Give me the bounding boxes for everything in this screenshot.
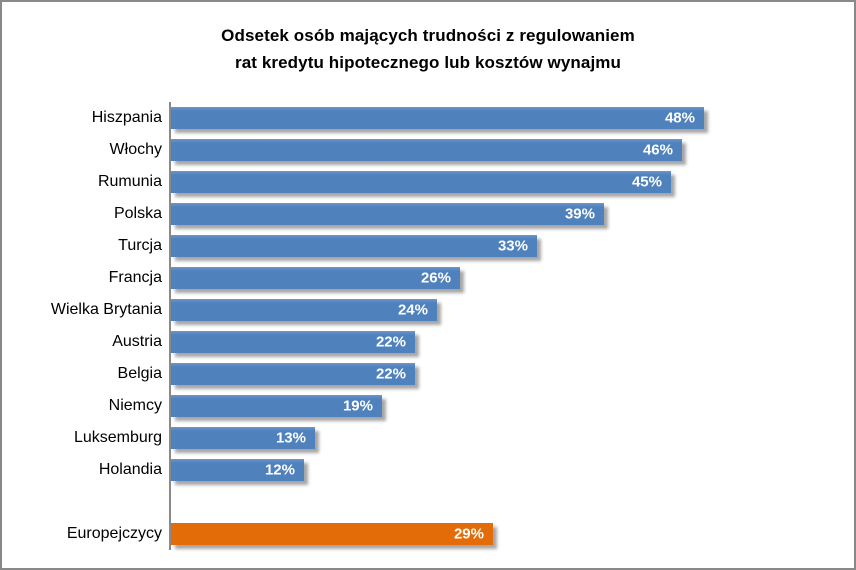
- bar-row: Austria 22%: [2, 326, 854, 358]
- bar: 48%: [171, 107, 704, 129]
- bar: 45%: [171, 171, 671, 193]
- bar-track: 12%: [171, 459, 854, 481]
- bar-track: 24%: [171, 299, 854, 321]
- bar-row: Luksemburg 13%: [2, 422, 854, 454]
- bar: 19%: [171, 395, 382, 417]
- bar-track: 33%: [171, 235, 854, 257]
- bar: 22%: [171, 331, 415, 353]
- bar-row: Holandia 12%: [2, 454, 854, 486]
- category-label: Europejczycy: [66, 525, 162, 542]
- bar-row: Wielka Brytania 24%: [2, 294, 854, 326]
- bar-value-label: 19%: [342, 397, 373, 415]
- chart-title-line-1: Odsetek osób mających trudności z regulo…: [221, 26, 635, 45]
- category-label: Turcja: [118, 237, 162, 254]
- category-label: Austria: [112, 333, 162, 350]
- bar-value-label: 22%: [375, 333, 406, 351]
- spacer-row: [2, 486, 854, 518]
- bar-track: 45%: [171, 171, 854, 193]
- bar: 13%: [171, 427, 315, 449]
- bar-value-label: 29%: [453, 525, 484, 543]
- chart-title-line-2: rat kredytu hipotecznego lub kosztów wyn…: [234, 53, 621, 72]
- bar-row: Włochy 46%: [2, 134, 854, 166]
- bar-row: Turcja 33%: [2, 230, 854, 262]
- bar-track: 39%: [171, 203, 854, 225]
- bar-row: Belgia 22%: [2, 358, 854, 390]
- bar: 22%: [171, 363, 415, 385]
- bar-row: Francja 26%: [2, 262, 854, 294]
- bar-value-label: 13%: [275, 429, 306, 447]
- category-label: Włochy: [109, 141, 162, 158]
- bar-track: 19%: [171, 395, 854, 417]
- bar: 39%: [171, 203, 604, 225]
- category-label: Wielka Brytania: [50, 301, 162, 318]
- bar-row: Hiszpania 48%: [2, 102, 854, 134]
- chart-title: Odsetek osób mających trudności z regulo…: [2, 22, 854, 76]
- category-label: Polska: [113, 205, 162, 222]
- bar-row: Rumunia 45%: [2, 166, 854, 198]
- category-label: Niemcy: [108, 397, 162, 414]
- bar-track: 22%: [171, 363, 854, 385]
- bar: 24%: [171, 299, 437, 321]
- bar-track: 46%: [171, 139, 854, 161]
- category-label: Belgia: [117, 365, 162, 382]
- bar-track: 13%: [171, 427, 854, 449]
- bar: 33%: [171, 235, 537, 257]
- category-label: Holandia: [98, 461, 162, 478]
- bar-value-label: 46%: [642, 141, 673, 159]
- bar-track: 26%: [171, 267, 854, 289]
- bar-value-label: 33%: [497, 237, 528, 255]
- bar-track: 29%: [171, 523, 854, 545]
- bar-track: 48%: [171, 107, 854, 129]
- bar-value-label: 22%: [375, 365, 406, 383]
- bar-value-label: 12%: [264, 461, 295, 479]
- bar-row: Polska 39%: [2, 198, 854, 230]
- bar: 29%: [171, 523, 493, 545]
- bar: 46%: [171, 139, 682, 161]
- bar-value-label: 48%: [664, 109, 695, 127]
- bar-value-label: 45%: [631, 173, 662, 191]
- category-label: Francja: [108, 269, 162, 286]
- bar-rows: Hiszpania 48% Włochy 46% Rumunia 45% Pol…: [2, 102, 854, 550]
- category-label: Luksemburg: [73, 429, 162, 446]
- bar-track: 22%: [171, 331, 854, 353]
- category-axis-line: [169, 102, 171, 550]
- bar-value-label: 39%: [564, 205, 595, 223]
- bar-row: Europejczycy 29%: [2, 518, 854, 550]
- category-label: Hiszpania: [91, 109, 162, 126]
- bar-value-label: 26%: [420, 269, 451, 287]
- bar: 26%: [171, 267, 460, 289]
- bar-row: Niemcy 19%: [2, 390, 854, 422]
- bar-value-label: 24%: [397, 301, 428, 319]
- plot-area: Hiszpania 48% Włochy 46% Rumunia 45% Pol…: [2, 102, 854, 550]
- bar: 12%: [171, 459, 304, 481]
- category-label: Rumunia: [97, 173, 162, 190]
